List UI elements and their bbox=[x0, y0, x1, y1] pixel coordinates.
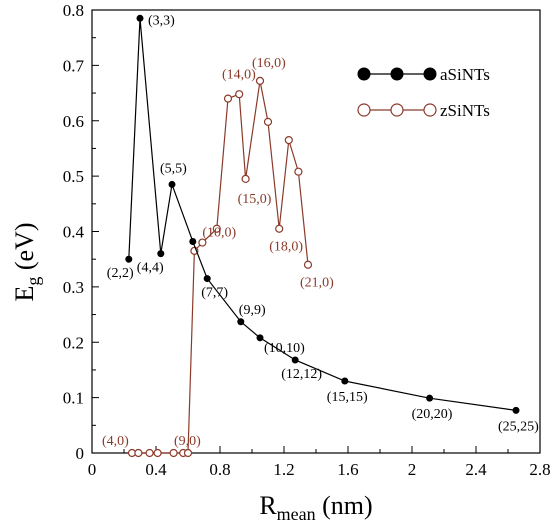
x-tick-label: 2 bbox=[408, 460, 417, 479]
data-point-zsints bbox=[145, 448, 154, 458]
x-tick-label: 0 bbox=[88, 460, 97, 479]
zsints-point-label: (14,0) bbox=[222, 68, 256, 83]
x-axis-title-sub: mean bbox=[277, 504, 316, 524]
zsints-point-label: (15,0) bbox=[238, 192, 272, 207]
series-line-asints bbox=[128, 18, 517, 411]
data-point-zsints bbox=[134, 448, 143, 458]
x-tick-label: 0.8 bbox=[209, 460, 230, 479]
zsints-point-label: (18,0) bbox=[269, 240, 303, 255]
data-point-asints bbox=[237, 318, 245, 326]
data-point-asints bbox=[125, 255, 133, 263]
zsints-point-label: (21,0) bbox=[300, 276, 334, 291]
zsints-point-label: (9,0) bbox=[174, 434, 201, 449]
x-tick-label: 2.4 bbox=[465, 460, 487, 479]
y-tick-label: 0.7 bbox=[63, 56, 85, 75]
asints-point-label: (5,5) bbox=[160, 161, 187, 176]
asints-point-label: (4,4) bbox=[137, 261, 164, 276]
data-point-asints bbox=[512, 406, 520, 414]
data-point-asints bbox=[256, 334, 264, 342]
x-axis-title-main: R bbox=[259, 491, 277, 520]
data-point-zsints bbox=[212, 224, 221, 233]
asints-point-label: (7,7) bbox=[201, 286, 228, 301]
x-axis-ticks: 0 0.4 0.8 1.2 1.6 2 2.4 2.8 bbox=[88, 446, 550, 479]
zsints-point-label: (4,0) bbox=[102, 434, 129, 449]
legend-marker-zsints bbox=[423, 103, 437, 117]
data-point-zsints bbox=[294, 167, 303, 176]
y-tick-label: 0.8 bbox=[63, 1, 84, 20]
x-axis-title: Rmean (nm) bbox=[259, 491, 372, 524]
data-point-asints bbox=[157, 250, 165, 258]
asints-point-label: (25,25) bbox=[498, 419, 539, 434]
y-axis-title-sub: g bbox=[23, 277, 43, 286]
zsints-point-label: (16,0) bbox=[252, 56, 286, 71]
data-point-zsints bbox=[241, 174, 250, 183]
legend-marker-asints bbox=[390, 67, 404, 81]
data-point-asints bbox=[341, 377, 349, 385]
data-point-asints bbox=[203, 275, 211, 283]
data-point-zsints bbox=[169, 448, 178, 458]
legend-marker-zsints bbox=[390, 103, 404, 117]
series-asints bbox=[125, 14, 520, 414]
asints-point-label: (3,3) bbox=[148, 13, 175, 28]
zsints-point-labels: (4,0) (9,0) (10,0) (14,0) (15,0) (16,0) (18,0)… bbox=[102, 56, 334, 449]
y-axis-ticks: 0 0.1 0.2 0.3 0.4 0.5 0.6 0.7 0.8 bbox=[63, 1, 99, 463]
legend-marker-asints bbox=[423, 67, 437, 81]
y-tick-label: 0.3 bbox=[63, 278, 84, 297]
y-axis-title-unit: (eV) bbox=[10, 222, 39, 276]
data-point-zsints bbox=[223, 94, 233, 103]
asints-point-label: (20,20) bbox=[412, 407, 453, 422]
data-point-asints bbox=[136, 14, 144, 22]
x-tick-label: 1.6 bbox=[337, 460, 358, 479]
data-point-zsints bbox=[198, 238, 207, 247]
zsints-point-label: (10,0) bbox=[202, 226, 236, 241]
asints-point-label: (9,9) bbox=[239, 303, 266, 318]
data-point-zsints bbox=[263, 117, 273, 126]
x-tick-label: 2.8 bbox=[529, 460, 550, 479]
x-tick-label: 1.2 bbox=[273, 460, 294, 479]
data-point-zsints bbox=[255, 76, 265, 85]
y-axis-title: Eg (eV) bbox=[10, 222, 43, 301]
legend: aSiNTs zSiNTs bbox=[357, 65, 490, 120]
legend-marker-zsints bbox=[357, 103, 371, 117]
data-point-zsints bbox=[284, 136, 293, 145]
y-tick-label: 0.4 bbox=[63, 223, 85, 242]
data-point-asints bbox=[168, 180, 176, 188]
data-point-asints bbox=[426, 394, 434, 402]
legend-label-asints: aSiNTs bbox=[440, 65, 490, 84]
asints-point-label: (2,2) bbox=[107, 266, 134, 281]
y-tick-label: 0.1 bbox=[63, 389, 84, 408]
y-tick-label: 0.5 bbox=[63, 167, 84, 186]
data-point-zsints bbox=[303, 260, 313, 269]
series-zsints bbox=[127, 76, 313, 458]
legend-label-zsints: zSiNTs bbox=[440, 101, 490, 120]
asints-point-label: (15,15) bbox=[327, 390, 368, 405]
data-point-asints bbox=[291, 356, 299, 364]
asints-point-label: (12,12) bbox=[281, 367, 322, 382]
y-tick-label: 0.6 bbox=[63, 112, 84, 131]
y-tick-label: 0 bbox=[76, 444, 85, 463]
x-axis-title-unit: (nm) bbox=[316, 491, 373, 520]
asints-point-labels: (2,2) (3,3) (4,4) (5,5) (7,7) (9,9) (10,10) (12… bbox=[107, 13, 539, 434]
legend-marker-asints bbox=[357, 67, 371, 81]
data-point-zsints bbox=[235, 90, 244, 99]
data-point-asints bbox=[189, 237, 197, 245]
data-point-zsints bbox=[153, 448, 162, 458]
y-axis-title-main: E bbox=[10, 286, 39, 302]
asints-point-label: (10,10) bbox=[264, 341, 305, 356]
x-tick-label: 0.4 bbox=[145, 460, 167, 479]
y-tick-label: 0.2 bbox=[63, 333, 84, 352]
data-point-zsints bbox=[275, 224, 284, 233]
data-point-zsints bbox=[183, 448, 193, 458]
